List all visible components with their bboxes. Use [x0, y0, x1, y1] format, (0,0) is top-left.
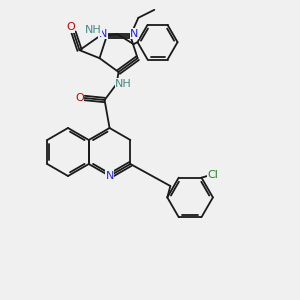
Text: NH: NH [85, 25, 102, 35]
Text: O: O [66, 22, 75, 32]
Text: O: O [75, 93, 84, 103]
Text: N: N [130, 29, 139, 39]
Text: NH: NH [115, 79, 132, 89]
Text: Cl: Cl [207, 170, 218, 180]
Text: N: N [99, 29, 107, 39]
Text: N: N [105, 171, 114, 181]
